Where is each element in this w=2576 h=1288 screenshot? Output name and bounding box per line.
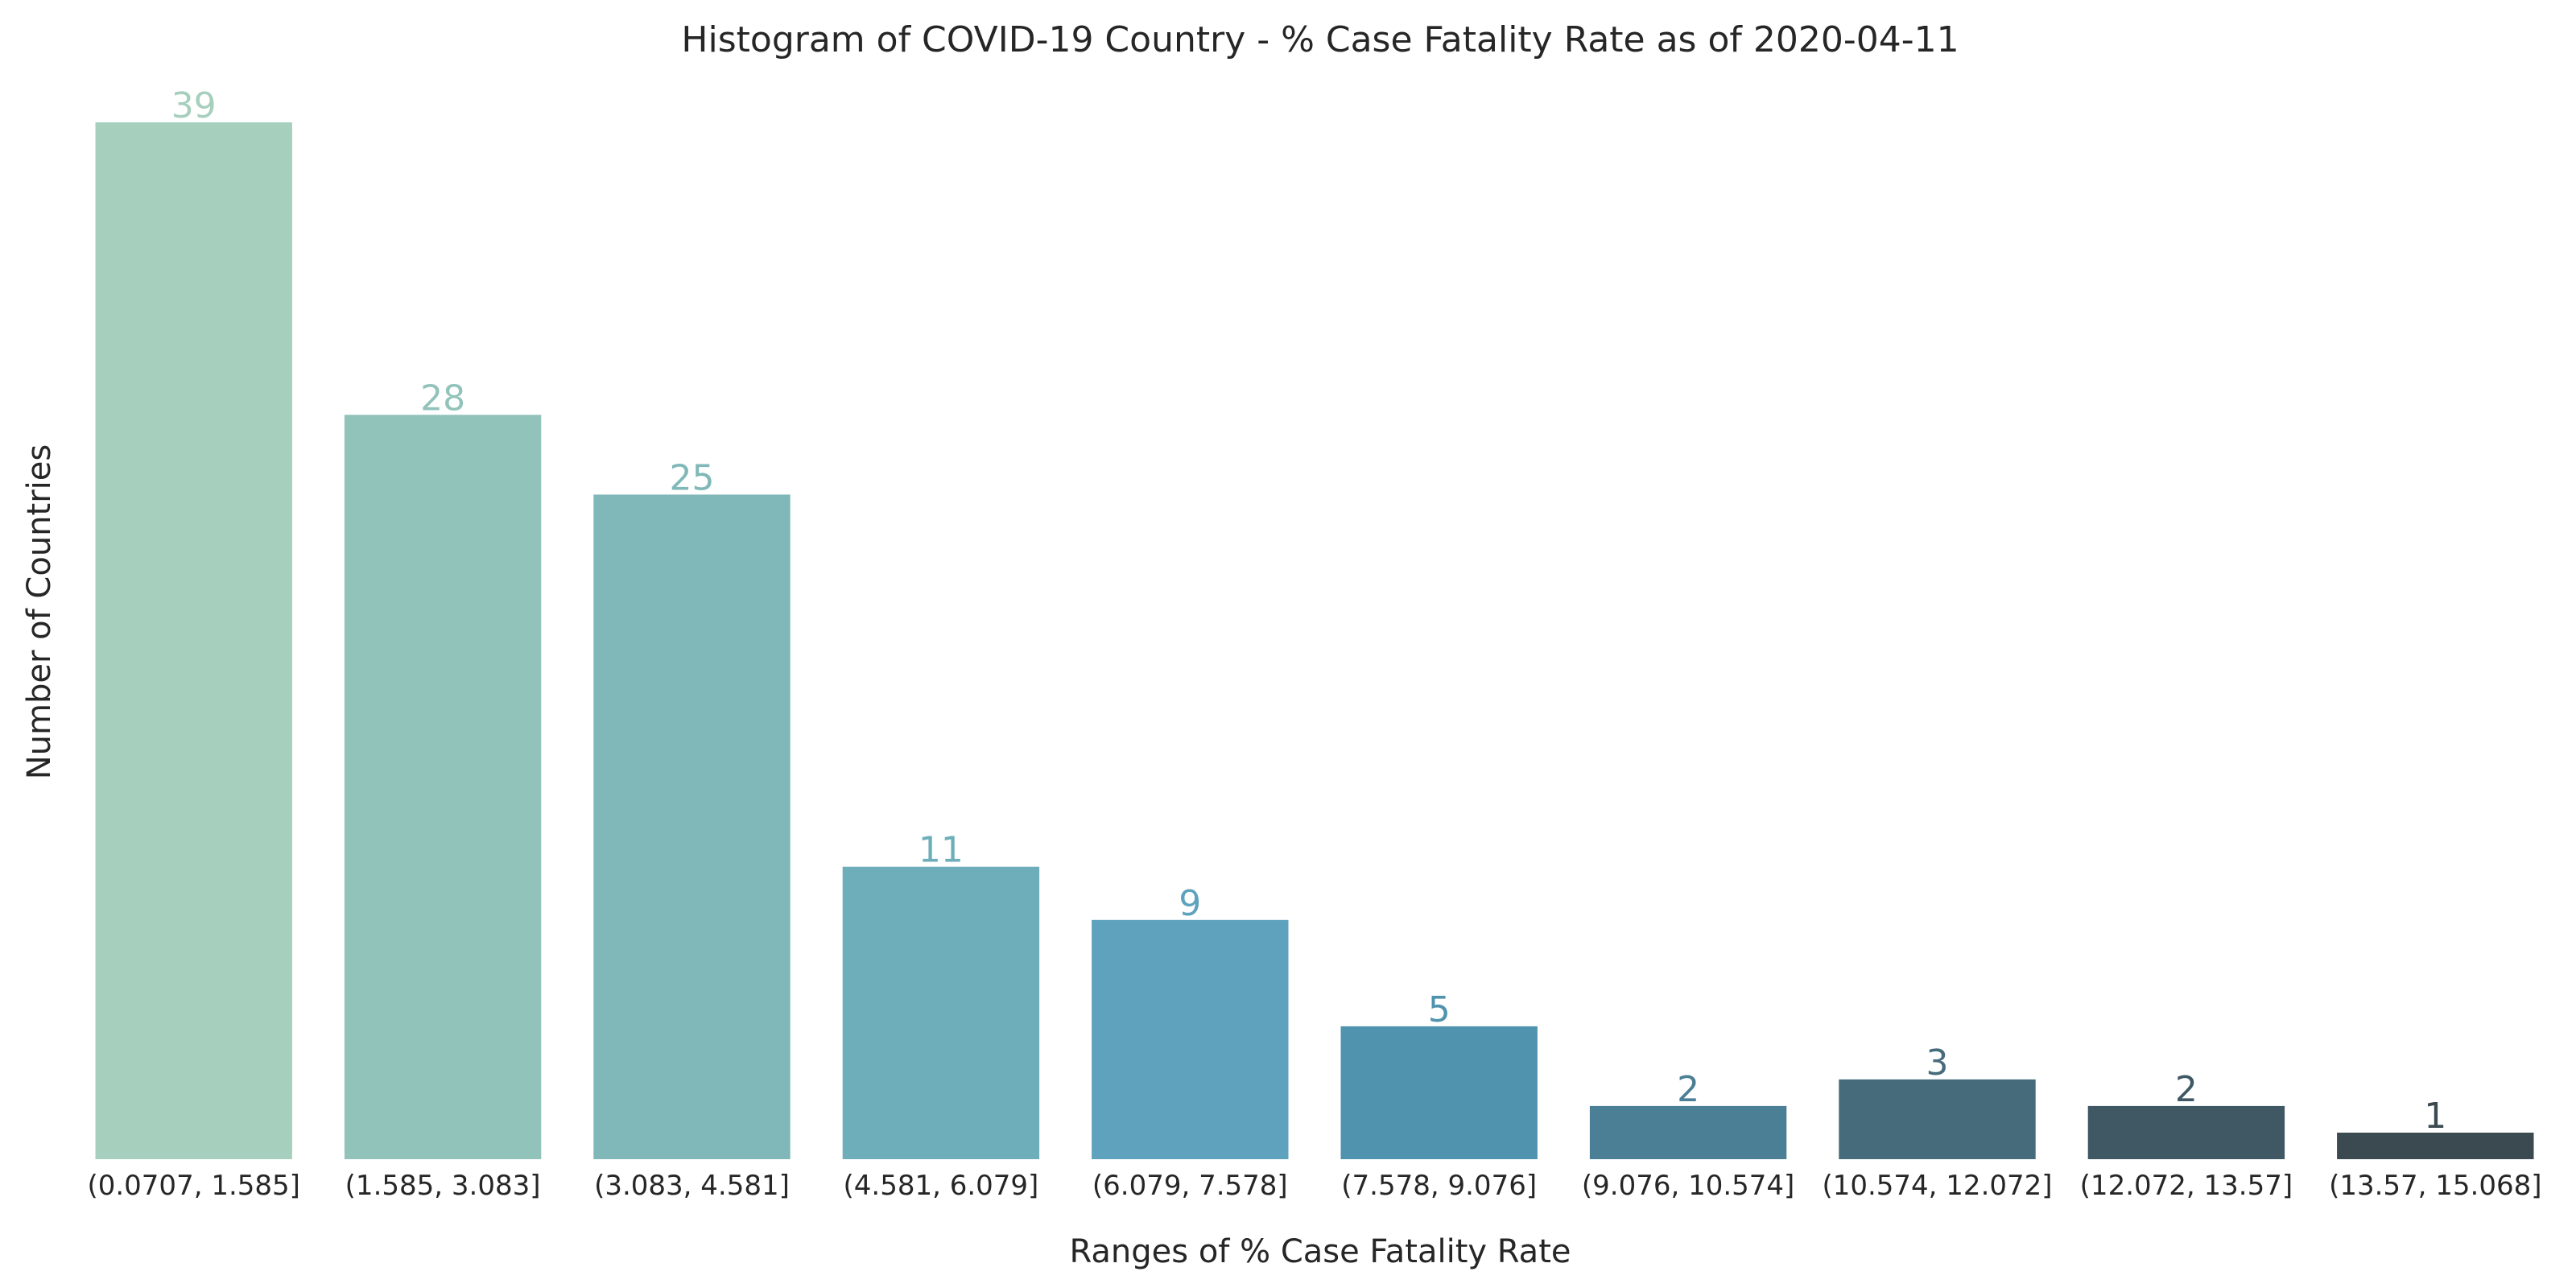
bar-0: [95, 122, 292, 1159]
y-axis-label: Number of Countries: [21, 444, 58, 779]
x-tick-label-8: (12.072, 13.57]: [2080, 1170, 2293, 1202]
data-label-8: 2: [2175, 1069, 2198, 1110]
bar-4: [1092, 919, 1289, 1159]
bar-8: [2087, 1105, 2285, 1159]
data-label-7: 3: [1926, 1042, 1949, 1084]
data-labels-group: 39 28 25 11 9 5 2 3 2 1: [171, 85, 2447, 1137]
data-label-9: 1: [2424, 1096, 2446, 1137]
x-tick-label-1: (1.585, 3.083]: [345, 1170, 541, 1202]
x-tick-label-3: (4.581, 6.079]: [843, 1170, 1038, 1202]
bar-5: [1340, 1026, 1538, 1159]
bar-2: [593, 494, 791, 1159]
x-tick-label-4: (6.079, 7.578]: [1092, 1170, 1288, 1202]
x-tick-label-5: (7.578, 9.076]: [1341, 1170, 1537, 1202]
bar-1: [344, 415, 542, 1159]
x-axis-label: Ranges of % Case Fatality Rate: [1070, 1233, 1571, 1270]
x-tick-label-0: (0.0707, 1.585]: [87, 1170, 299, 1202]
bar-6: [1589, 1105, 1787, 1159]
x-tick-labels-group: (0.0707, 1.585] (1.585, 3.083] (3.083, 4.5…: [87, 1170, 2541, 1202]
bars-group: [95, 122, 2534, 1159]
data-label-2: 25: [670, 457, 715, 498]
data-label-0: 39: [171, 85, 217, 126]
data-label-5: 5: [1428, 989, 1451, 1030]
data-label-3: 11: [919, 830, 964, 871]
x-tick-label-7: (10.574, 12.072]: [1822, 1170, 2052, 1202]
bar-3: [842, 866, 1040, 1159]
data-label-1: 28: [420, 378, 465, 419]
data-label-6: 2: [1677, 1069, 1699, 1110]
x-tick-label-9: (13.57, 15.068]: [2329, 1170, 2541, 1202]
chart-title: Histogram of COVID-19 Country - % Case F…: [681, 19, 1959, 60]
data-label-4: 9: [1179, 883, 1201, 924]
x-tick-label-2: (3.083, 4.581]: [594, 1170, 790, 1202]
x-tick-label-6: (9.076, 10.574]: [1582, 1170, 1794, 1202]
bar-7: [1839, 1079, 2036, 1159]
bar-9: [2337, 1133, 2534, 1159]
